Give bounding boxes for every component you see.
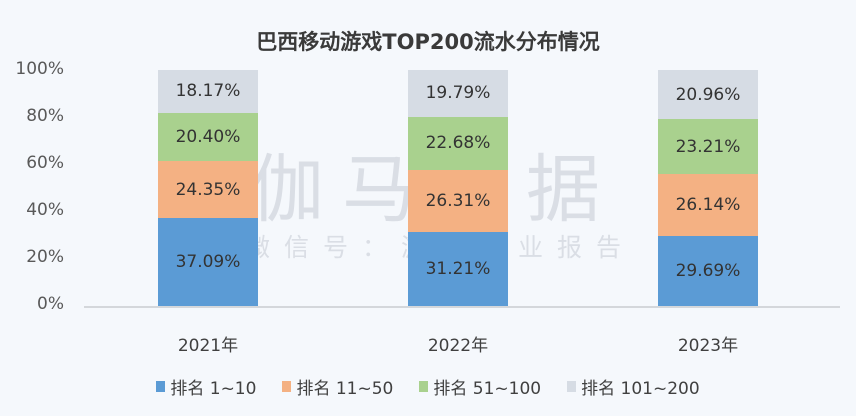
legend-swatch-icon [419,381,429,392]
legend-item[interactable]: 排名 51~100 [419,374,541,399]
y-tick: 80% [26,106,64,126]
data-label: 24.35% [175,179,241,200]
data-label: 18.17% [175,81,241,102]
legend-swatch-icon [282,381,292,392]
bar-segment: 22.68% [408,116,508,171]
bar-segment: 24.35% [158,161,258,219]
x-label: 2021年 [177,336,239,356]
legend-swatch-icon [156,381,166,392]
legend-label: 排名 51~100 [433,379,542,399]
legend-item[interactable]: 排名 1~10 [156,374,256,399]
data-label: 29.69% [675,260,741,281]
bar-segment: 18.17% [158,70,258,113]
bar-segment: 23.21% [658,119,758,175]
y-tick: 40% [26,200,64,220]
y-tick: 0% [37,294,64,314]
y-tick: 100% [15,59,64,79]
data-label: 26.31% [425,191,491,212]
bar-segment: 20.40% [158,112,258,162]
legend-label: 排名 11~50 [296,379,394,399]
legend-item[interactable]: 排名 11~50 [282,374,393,399]
bar-segment: 37.09% [158,218,258,306]
legend-item[interactable]: 排名 101~200 [567,374,700,399]
bar-segment: 29.69% [658,235,758,306]
legend: 排名 1~10 排名 11~50 排名 51~100 排名 101~200 [0,374,856,399]
data-label: 37.09% [175,252,241,273]
data-label: 26.14% [675,195,741,216]
bar-segment: 20.96% [658,70,758,120]
bar-segment: 26.31% [408,170,508,233]
bar-segment: 31.21% [408,232,508,306]
y-tick: 60% [26,153,64,173]
legend-label: 排名 101~200 [581,379,700,399]
legend-swatch-icon [567,381,577,392]
data-label: 20.96% [675,84,741,105]
data-label: 23.21% [675,136,741,157]
stacked-bar: 37.09% 24.35% 20.40% 18.17% [158,70,258,306]
bar-segment: 19.79% [408,70,508,117]
stacked-bar: 29.69% 26.14% 23.21% 20.96% [658,70,758,306]
stacked-bar: 31.21% 26.31% 22.68% 19.79% [408,70,508,306]
x-axis-line [84,306,840,308]
legend-label: 排名 1~10 [170,379,257,399]
x-label: 2022年 [427,336,489,356]
chart-title: 巴西移动游戏TOP200流水分布情况 [256,30,600,54]
y-tick: 20% [26,247,64,267]
data-label: 20.40% [175,126,241,147]
data-label: 31.21% [425,259,491,280]
bar-segment: 26.14% [658,174,758,236]
data-label: 22.68% [425,133,491,154]
x-label: 2023年 [677,336,739,356]
data-label: 19.79% [425,83,491,104]
